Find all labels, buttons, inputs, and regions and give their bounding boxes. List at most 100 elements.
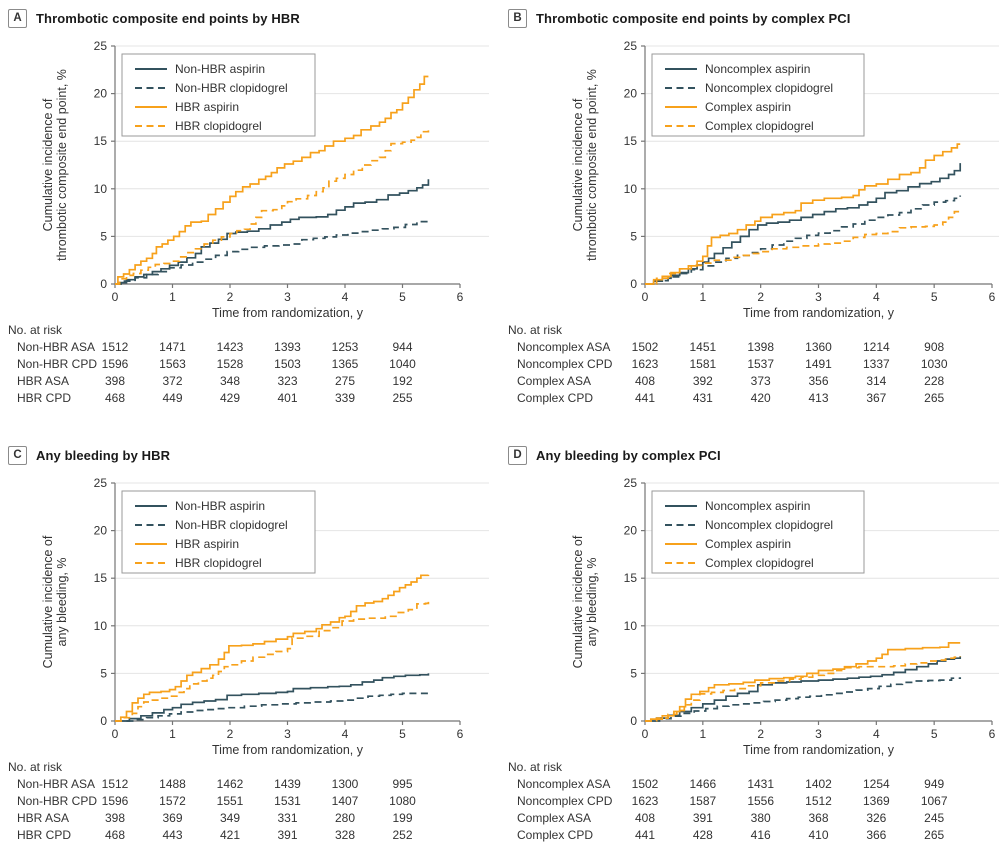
risk-value: 372	[162, 374, 182, 388]
risk-value: 441	[635, 391, 655, 405]
risk-value: 1537	[747, 357, 774, 371]
svg-text:any bleeding, %: any bleeding, %	[55, 558, 69, 647]
legend: Non-HBR aspirin Non-HBR clopidogrel HBR as…	[121, 490, 316, 574]
risk-value: 1502	[632, 340, 659, 354]
panel-a-letter: A	[8, 8, 27, 28]
risk-value: 1587	[689, 794, 716, 808]
risk-value: 339	[335, 391, 355, 405]
risk-value: 1563	[159, 357, 186, 371]
x-tick-label: 3	[284, 290, 291, 304]
risk-value: 1360	[805, 340, 832, 354]
panel-b-letter: B	[508, 8, 527, 28]
risk-value: 1512	[805, 794, 832, 808]
x-tick-label: 6	[457, 727, 464, 741]
series-line	[645, 143, 961, 285]
risk-value: 949	[924, 777, 944, 791]
risk-value: 255	[392, 391, 412, 405]
risk-table-header: No. at risk	[8, 760, 63, 774]
risk-row-label: Noncomplex CPD	[517, 357, 613, 371]
risk-value: 410	[808, 828, 828, 842]
y-tick-label: 25	[624, 39, 638, 53]
risk-value: 369	[162, 811, 182, 825]
risk-table: No. at risk Non-HBR ASA 1512 1471 1423 1393 12…	[8, 323, 416, 405]
x-tick-label: 6	[457, 290, 464, 304]
x-tick-label: 3	[815, 290, 822, 304]
risk-value: 401	[277, 391, 297, 405]
x-axis: 0 1 2 3 4 5 6 Time from randomization, y	[112, 720, 464, 757]
svg-text:Cumulative incidence of: Cumulative incidence of	[571, 98, 585, 231]
y-axis: 0 5 10 15 20 25	[94, 39, 116, 291]
series-line	[115, 692, 430, 722]
risk-value: 366	[866, 828, 886, 842]
risk-value: 252	[392, 828, 412, 842]
risk-value: 1551	[217, 794, 244, 808]
panel-b-header: B Thrombotic composite end points by com…	[500, 0, 1000, 29]
risk-value: 1623	[632, 357, 659, 371]
risk-value: 1462	[217, 777, 244, 791]
y-tick-label: 20	[624, 87, 638, 101]
legend: Noncomplex aspirin Noncomplex clopidogrel…	[651, 53, 865, 137]
risk-value: 265	[924, 391, 944, 405]
panel-d-header: D Any bleeding by complex PCI	[500, 437, 1000, 466]
series-line	[645, 677, 962, 722]
risk-value: 1253	[332, 340, 359, 354]
risk-value: 429	[220, 391, 240, 405]
risk-value: 1439	[274, 777, 301, 791]
series-line	[115, 574, 430, 722]
risk-table: No. at risk Non-HBR ASA 1512 1488 1462 1439 13…	[8, 760, 416, 842]
x-tick-label: 1	[169, 290, 176, 304]
x-tick-label: 6	[989, 727, 996, 741]
x-axis: 0 1 2 3 4 5 6 Time from randomization, y	[642, 720, 996, 757]
risk-row-label: Noncomplex CPD	[517, 794, 613, 808]
x-tick-label: 2	[227, 290, 234, 304]
y-tick-label: 0	[100, 714, 107, 728]
panel-a-chart: 0 5 10 15 20 25 0 1 2 3 4 5 6 Time from randomization…	[8, 39, 489, 405]
legend-label: Noncomplex aspirin	[705, 499, 810, 513]
risk-value: 1067	[921, 794, 948, 808]
risk-value: 326	[866, 811, 886, 825]
risk-value: 1466	[689, 777, 716, 791]
risk-row-label: Complex CPD	[517, 828, 593, 842]
legend: Noncomplex aspirin Noncomplex clopidogrel…	[651, 490, 865, 574]
risk-value: 280	[335, 811, 355, 825]
risk-value: 416	[751, 828, 771, 842]
y-axis-title: Cumulative incidence of any bleeding, %	[571, 535, 599, 668]
risk-table-header: No. at risk	[508, 323, 563, 337]
risk-value: 1503	[274, 357, 301, 371]
svg-text:thrombotic composite end point: thrombotic composite end point, %	[55, 69, 69, 261]
risk-value: 995	[392, 777, 412, 791]
series-line	[115, 75, 429, 285]
panel-b-chart: 0 5 10 15 20 25 0 1 2 3 4 5 6 Time from randomization…	[508, 39, 999, 405]
legend-label: Non-HBR aspirin	[175, 62, 265, 76]
risk-value: 408	[635, 811, 655, 825]
legend-label: Complex aspirin	[705, 100, 791, 114]
risk-value: 1502	[632, 777, 659, 791]
risk-value: 368	[808, 811, 828, 825]
risk-value: 1451	[689, 340, 716, 354]
x-tick-label: 3	[815, 727, 822, 741]
legend-label: Noncomplex aspirin	[705, 62, 810, 76]
risk-value: 431	[693, 391, 713, 405]
x-tick-label: 4	[342, 290, 349, 304]
risk-value: 348	[220, 374, 240, 388]
risk-table-header: No. at risk	[508, 760, 563, 774]
risk-row-label: HBR CPD	[17, 391, 71, 405]
x-tick-label: 5	[399, 290, 406, 304]
risk-value: 275	[335, 374, 355, 388]
risk-value: 356	[808, 374, 828, 388]
y-axis-title: Cumulative incidence of any bleeding, %	[41, 535, 69, 668]
risk-table-header: No. at risk	[8, 323, 63, 337]
risk-value: 1431	[747, 777, 774, 791]
risk-value: 314	[866, 374, 886, 388]
y-tick-label: 20	[94, 87, 108, 101]
risk-value: 908	[924, 340, 944, 354]
risk-value: 1556	[747, 794, 774, 808]
y-tick-label: 0	[630, 714, 637, 728]
y-tick-label: 20	[94, 524, 108, 538]
x-axis: 0 1 2 3 4 5 6 Time from randomization, y	[112, 283, 464, 320]
risk-value: 408	[635, 374, 655, 388]
risk-value: 443	[162, 828, 182, 842]
risk-value: 1337	[863, 357, 890, 371]
panel-c-title: Any bleeding by HBR	[36, 447, 171, 463]
y-axis-title: Cumulative incidence of thrombotic compos…	[571, 69, 599, 261]
